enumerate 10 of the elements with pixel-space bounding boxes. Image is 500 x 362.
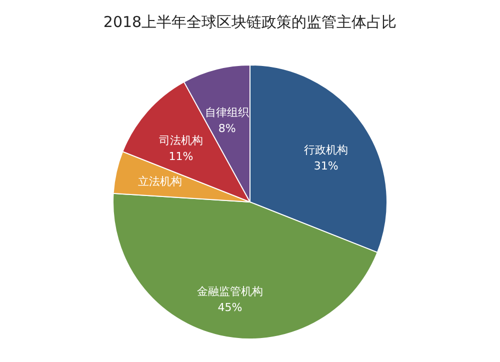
slice-label: 行政机构 [304, 143, 348, 156]
slice-label: 司法机构 [158, 134, 203, 148]
data-label: 8% [218, 122, 236, 135]
chart-title: 2018上半年全球区块链政策的监管主体占比 [103, 13, 397, 31]
slice-label: 立法机构 [138, 174, 182, 188]
data-label: 11% [168, 150, 194, 164]
slice-label: 金融监管机构 [196, 284, 263, 298]
data-label: 45% [218, 300, 242, 314]
slice-label: 自律组织 [205, 106, 250, 119]
data-label: 31% [314, 159, 338, 172]
